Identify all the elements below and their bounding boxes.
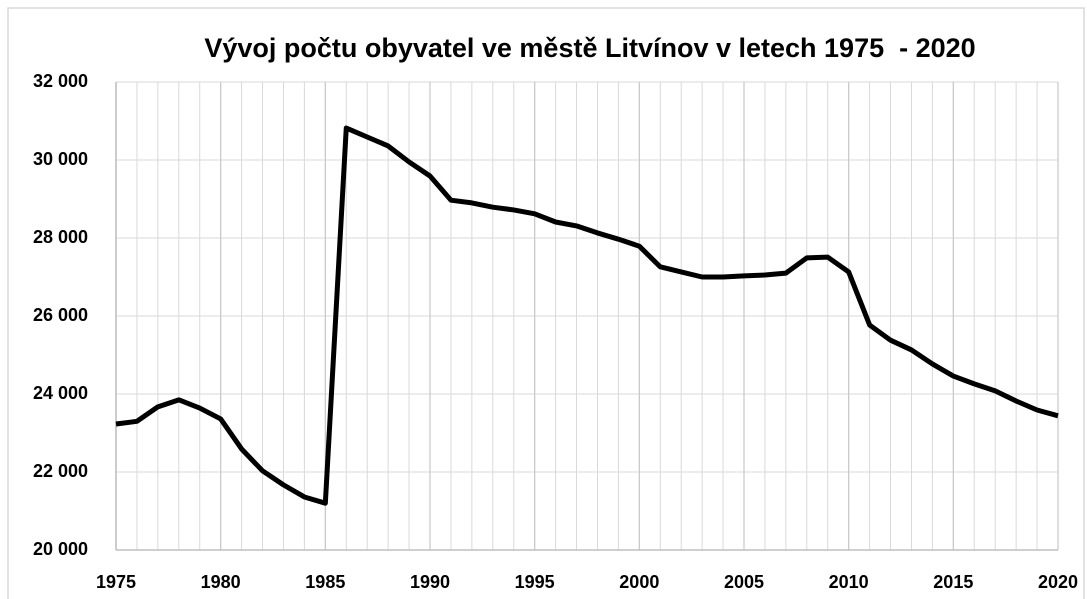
data-line bbox=[115, 125, 1059, 506]
x-tick-label: 2005 bbox=[724, 572, 764, 592]
x-tick-label: 2000 bbox=[619, 572, 659, 592]
y-tick-label: 24 000 bbox=[33, 383, 88, 403]
chart-frame bbox=[7, 7, 1085, 599]
x-tick-label: 2020 bbox=[1038, 572, 1078, 592]
chart-title: Vývoj počtu obyvatel ve městě Litvínov v… bbox=[204, 33, 975, 63]
x-tick-label: 1975 bbox=[96, 572, 136, 592]
x-tick-label: 1980 bbox=[201, 572, 241, 592]
x-tick-label: 1985 bbox=[305, 572, 345, 592]
y-tick-label: 28 000 bbox=[33, 227, 88, 247]
x-tick-label: 1995 bbox=[515, 572, 555, 592]
x-tick-label: 2015 bbox=[933, 572, 973, 592]
y-tick-label: 32 000 bbox=[33, 71, 88, 91]
y-tick-label: 26 000 bbox=[33, 305, 88, 325]
y-tick-label: 22 000 bbox=[33, 461, 88, 481]
y-tick-label: 20 000 bbox=[33, 539, 88, 559]
y-tick-label: 30 000 bbox=[33, 149, 88, 169]
x-tick-label: 1990 bbox=[410, 572, 450, 592]
x-tick-label: 2010 bbox=[829, 572, 869, 592]
